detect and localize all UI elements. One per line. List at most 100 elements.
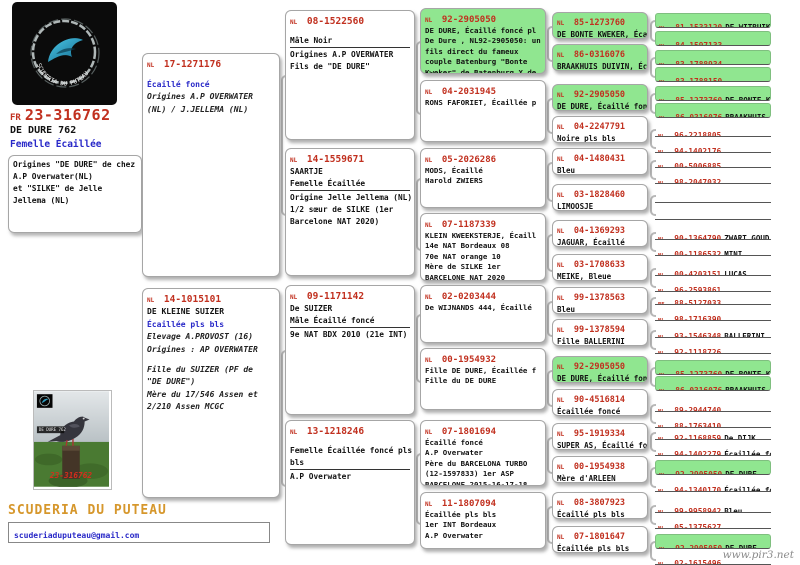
country-code: NL: [659, 547, 666, 548]
ring-number: 94-1402279: [674, 450, 722, 456]
country-code: NL: [659, 63, 666, 64]
ring-line: NL 04-2247791: [557, 119, 643, 133]
pedigree-line: A.P Overwater: [290, 472, 352, 482]
connector-bracket: [650, 367, 656, 387]
ring-number: 92-2905050: [573, 90, 626, 100]
connector-bracket: [416, 314, 423, 383]
pedigree-box: NL 03-1708633 MEIKE, Bleue: [552, 254, 648, 281]
country-code: NL: [425, 157, 433, 164]
ring-number: 93-1546348: [674, 332, 722, 338]
ring-line: NL 86-0316076: [557, 47, 643, 61]
pedigree-box: NL 99-1378563 Bleu: [552, 287, 648, 314]
pedigree-line: BARCELONE NAT 2020: [425, 272, 506, 281]
pedigree-line: Écaillée pls bls: [147, 319, 225, 329]
ancestor-name: Écaillée foncé: [724, 486, 771, 492]
ring-number: 02-1615496: [674, 559, 722, 565]
country-code: NL: [557, 327, 565, 334]
country-code: NL: [658, 510, 665, 513]
ancestor-entry: NL 98-2047032: [655, 169, 771, 184]
pedigree-line: Kweker" de Batenburg X de: [425, 67, 537, 74]
ring-number: 99-1378563: [573, 293, 626, 303]
country-code: NL: [557, 364, 565, 371]
country-code: NL: [557, 52, 565, 59]
connector-bracket: [650, 404, 656, 424]
pedigree-box: NL 05-2026286 MODS, Écaillé Harold ZWIERS: [420, 148, 546, 208]
ancestor-name: BRAAKHUIS DUIV: [725, 386, 770, 391]
country-code: NL: [659, 116, 666, 117]
pedigree-line: [147, 71, 275, 79]
connector-bracket: [650, 129, 656, 149]
ring-number: 99-9958942: [674, 507, 722, 513]
pedigree-line: Écaillée pls bls: [557, 544, 630, 553]
ancestor-name: DE BONTE KWEKE: [725, 370, 771, 375]
ring-number: 14-1015101: [163, 294, 222, 305]
ring-number: 89-2944740: [674, 406, 722, 412]
country-code: NL: [425, 89, 433, 96]
ring-line: NL 08-1522560: [290, 13, 410, 28]
pedigree-box: NL 17-1271176 Écaillé foncé Origines A.P …: [142, 53, 280, 277]
country-code: NL: [557, 431, 565, 438]
ring-number: 07-1187339: [441, 220, 497, 230]
pedigree-line: couple Batenburg "Bonte: [425, 57, 528, 67]
watermark: www.pir3.net: [722, 549, 794, 561]
pedigree-line: De WIJNANDS 444, Écaillé: [425, 303, 532, 312]
ring-number: 07-1801694: [441, 427, 497, 437]
pedigree-line: (12-1597833) 1er ASP: [425, 469, 514, 479]
ancestor-entry: NL 83-1788150: [655, 67, 771, 82]
country-code: NL: [147, 297, 155, 304]
ancestor-name: Bleu: [724, 507, 743, 513]
pedigree-box: NL 95-1919334 SUPER AS, Écaillé fo: [552, 423, 648, 450]
box-text: Écaillé pls bls: [557, 509, 643, 518]
email-text: scuderiaduputeau@gmail.com: [14, 531, 140, 540]
ring-number: 05-2026286: [441, 155, 497, 165]
ring-number: 92-2905050: [675, 470, 723, 475]
ring-number: 85-1273760: [573, 18, 626, 28]
country-code: NL: [557, 500, 565, 507]
pedigree-line: Bleu: [557, 305, 576, 314]
pedigree-line: [147, 356, 275, 364]
box-text: DE BONTE KWEKER, Éca: [557, 29, 647, 38]
pedigree-box: NL 08-1522560 Mâle Noir Origines A.P OVER…: [285, 10, 415, 140]
ancestor-entry: NL 89-2944740: [655, 397, 771, 412]
ring-number: 85-1273760: [675, 96, 723, 101]
country-code: NL: [658, 318, 665, 321]
ancestor-entry: BE 88-5127033: [655, 290, 771, 305]
country-code: NL: [658, 134, 665, 137]
ancestor-entry: NL 99-9958942 Bleu: [655, 498, 771, 513]
connector-bracket: [281, 350, 288, 487]
box-text: SAARTJE Femelle Écaillée Origine Jelle Jel…: [290, 166, 412, 228]
subject-country-code: FR: [10, 113, 21, 123]
connector-bracket: [547, 369, 554, 407]
connector-bracket: [547, 97, 554, 134]
pedigree-line: Fille BALLERINI: [557, 337, 625, 346]
ring-line: NL 09-1171142: [290, 288, 410, 303]
pedigree-line: 14e NAT Bordeaux 08: [425, 241, 510, 251]
connector-bracket: [281, 75, 288, 216]
email-field[interactable]: scuderiaduputeau@gmail.com: [8, 522, 270, 543]
pedigree-box: NL 09-1171142 De SUIZER Mâle Écaillé fonc…: [285, 285, 415, 415]
pedigree-line: DE DURE, Écaillé foncé pl: [425, 26, 537, 35]
ring-number: 90-1364790: [674, 234, 722, 240]
ring-number: 96-2593861: [674, 286, 722, 292]
ancestor-entry: NL 83-1788934: [655, 50, 771, 65]
connector-bracket: [650, 160, 656, 180]
pedigree-line: MODS, Écaillé: [425, 166, 483, 175]
pedigree-box: NL 14-1559671 SAARTJE Femelle Écaillée Ori…: [285, 148, 415, 276]
country-code: NL: [425, 17, 433, 24]
ring-line: NL 11-1807094: [425, 495, 541, 510]
connector-bracket: [650, 195, 656, 216]
pedigree-line: Écaillée pls bls: [425, 510, 497, 519]
country-code: BE: [658, 302, 665, 305]
ancestor-entry: NL 00-5006885: [655, 153, 771, 168]
pedigree-line: Mère de SILKE 1er: [425, 262, 501, 272]
subject-ring-number: 23-316762: [24, 106, 111, 124]
country-code: NL: [290, 19, 298, 26]
connector-bracket: [547, 233, 554, 272]
box-text: DE DURE, Écaillé foncé pl De Dure , NL92-…: [425, 26, 541, 74]
connector-bracket: [650, 20, 656, 42]
pedigree-box: NL 02-0203444 De WIJNANDS 444, Écaillé: [420, 285, 546, 343]
pedigree-line: Origines A.P OVERWATER: [290, 50, 394, 60]
